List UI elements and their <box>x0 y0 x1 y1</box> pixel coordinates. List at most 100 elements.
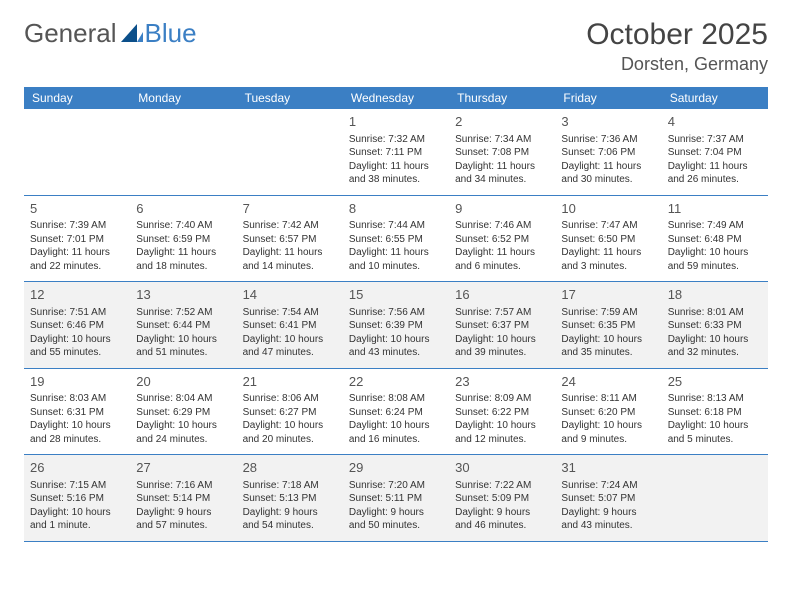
day-number: 27 <box>136 459 230 477</box>
day-sunset: Sunset: 6:20 PM <box>561 406 655 420</box>
day-day2: and 3 minutes. <box>561 260 655 274</box>
day-number: 11 <box>668 200 762 218</box>
day-day2: and 26 minutes. <box>668 173 762 187</box>
day-day2: and 9 minutes. <box>561 433 655 447</box>
day-day1: Daylight: 10 hours <box>668 246 762 260</box>
day-sunset: Sunset: 6:48 PM <box>668 233 762 247</box>
day-sunrise: Sunrise: 7:47 AM <box>561 219 655 233</box>
day-sunrise: Sunrise: 7:42 AM <box>243 219 337 233</box>
day-day1: Daylight: 11 hours <box>349 246 443 260</box>
calendar-day-cell: 26Sunrise: 7:15 AMSunset: 5:16 PMDayligh… <box>24 455 130 542</box>
day-sunrise: Sunrise: 7:40 AM <box>136 219 230 233</box>
title-block: October 2025 Dorsten, Germany <box>586 18 768 75</box>
calendar-day-cell: 23Sunrise: 8:09 AMSunset: 6:22 PMDayligh… <box>449 368 555 455</box>
day-day2: and 12 minutes. <box>455 433 549 447</box>
day-sunset: Sunset: 5:13 PM <box>243 492 337 506</box>
day-day2: and 14 minutes. <box>243 260 337 274</box>
day-number: 24 <box>561 373 655 391</box>
day-day2: and 50 minutes. <box>349 519 443 533</box>
weekday-header: Saturday <box>662 87 768 109</box>
logo: General Blue <box>24 18 197 49</box>
day-number: 30 <box>455 459 549 477</box>
day-sunset: Sunset: 5:09 PM <box>455 492 549 506</box>
day-sunrise: Sunrise: 7:24 AM <box>561 479 655 493</box>
day-sunrise: Sunrise: 8:06 AM <box>243 392 337 406</box>
day-sunrise: Sunrise: 7:54 AM <box>243 306 337 320</box>
day-sunrise: Sunrise: 7:56 AM <box>349 306 443 320</box>
day-sunset: Sunset: 6:52 PM <box>455 233 549 247</box>
logo-sail-icon <box>121 24 143 44</box>
day-number: 6 <box>136 200 230 218</box>
calendar-day-cell: 12Sunrise: 7:51 AMSunset: 6:46 PMDayligh… <box>24 282 130 369</box>
day-day1: Daylight: 10 hours <box>668 333 762 347</box>
day-day2: and 10 minutes. <box>349 260 443 274</box>
calendar-week-row: 1 Sunrise: 7:32 AMSunset: 7:11 PM Daylight… <box>24 109 768 195</box>
day-sunset: Sunset: 5:11 PM <box>349 492 443 506</box>
day-day1: Daylight: 11 hours <box>668 160 762 174</box>
day-sunset: Sunset: 7:11 PM <box>349 146 443 160</box>
day-day1: Daylight: 9 hours <box>136 506 230 520</box>
day-sunset: Sunset: 6:33 PM <box>668 319 762 333</box>
day-sunrise: Sunrise: 8:13 AM <box>668 392 762 406</box>
header: General Blue October 2025 Dorsten, Germa… <box>24 18 768 75</box>
day-number: 1 <box>349 113 443 131</box>
day-sunset: Sunset: 6:35 PM <box>561 319 655 333</box>
day-day1: Daylight: 11 hours <box>30 246 124 260</box>
day-day1: Daylight: 10 hours <box>349 419 443 433</box>
calendar-day-cell: 24Sunrise: 8:11 AMSunset: 6:20 PMDayligh… <box>555 368 661 455</box>
day-number: 21 <box>243 373 337 391</box>
day-sunset: Sunset: 5:07 PM <box>561 492 655 506</box>
calendar-day-cell: 15Sunrise: 7:56 AMSunset: 6:39 PMDayligh… <box>343 282 449 369</box>
day-day2: and 43 minutes. <box>561 519 655 533</box>
day-number: 18 <box>668 286 762 304</box>
calendar-day-cell <box>130 109 236 195</box>
calendar-table: Sunday Monday Tuesday Wednesday Thursday… <box>24 87 768 542</box>
day-sunrise: Sunrise: 7:18 AM <box>243 479 337 493</box>
day-sunrise: Sunrise: 7:22 AM <box>455 479 549 493</box>
weekday-header-row: Sunday Monday Tuesday Wednesday Thursday… <box>24 87 768 109</box>
day-number: 17 <box>561 286 655 304</box>
day-day1: Daylight: 10 hours <box>561 419 655 433</box>
calendar-day-cell: 6Sunrise: 7:40 AMSunset: 6:59 PMDaylight… <box>130 195 236 282</box>
day-sunset: Sunset: 5:16 PM <box>30 492 124 506</box>
day-number: 13 <box>136 286 230 304</box>
calendar-day-cell: 8Sunrise: 7:44 AMSunset: 6:55 PMDaylight… <box>343 195 449 282</box>
calendar-day-cell: 4Sunrise: 7:37 AMSunset: 7:04 PMDaylight… <box>662 109 768 195</box>
day-number: 4 <box>668 113 762 131</box>
day-day2: and 20 minutes. <box>243 433 337 447</box>
calendar-day-cell: 25Sunrise: 8:13 AMSunset: 6:18 PMDayligh… <box>662 368 768 455</box>
day-day2: and 46 minutes. <box>455 519 549 533</box>
day-day2: and 59 minutes. <box>668 260 762 274</box>
day-day2: and 5 minutes. <box>668 433 762 447</box>
day-sunrise: Sunrise: 7:15 AM <box>30 479 124 493</box>
day-number: 14 <box>243 286 337 304</box>
day-day2: and 34 minutes. <box>455 173 549 187</box>
day-day1: Daylight: 11 hours <box>455 246 549 260</box>
day-sunset: Sunset: 6:37 PM <box>455 319 549 333</box>
calendar-day-cell: 14Sunrise: 7:54 AMSunset: 6:41 PMDayligh… <box>237 282 343 369</box>
day-day2: and 54 minutes. <box>243 519 337 533</box>
day-sunrise: Sunrise: 7:32 AM <box>349 133 443 147</box>
day-day1: Daylight: 9 hours <box>349 506 443 520</box>
day-day1: Daylight: 10 hours <box>668 419 762 433</box>
day-sunrise: Sunrise: 7:34 AM <box>455 133 549 147</box>
calendar-day-cell: 19Sunrise: 8:03 AMSunset: 6:31 PMDayligh… <box>24 368 130 455</box>
day-day1: Daylight: 11 hours <box>136 246 230 260</box>
day-day2: and 30 minutes. <box>561 173 655 187</box>
day-day1: Daylight: 10 hours <box>136 419 230 433</box>
logo-text-blue: Blue <box>145 18 197 49</box>
day-day2: and 16 minutes. <box>349 433 443 447</box>
day-sunrise: Sunrise: 8:01 AM <box>668 306 762 320</box>
day-day2: and 39 minutes. <box>455 346 549 360</box>
day-sunset: Sunset: 7:04 PM <box>668 146 762 160</box>
day-day2: and 51 minutes. <box>136 346 230 360</box>
day-number: 31 <box>561 459 655 477</box>
calendar-day-cell: 30Sunrise: 7:22 AMSunset: 5:09 PMDayligh… <box>449 455 555 542</box>
day-day2: and 35 minutes. <box>561 346 655 360</box>
day-number: 5 <box>30 200 124 218</box>
calendar-day-cell <box>24 109 130 195</box>
logo-text-general: General <box>24 18 117 49</box>
month-title: October 2025 <box>586 18 768 52</box>
day-sunset: Sunset: 6:44 PM <box>136 319 230 333</box>
day-day1: Daylight: 10 hours <box>30 506 124 520</box>
